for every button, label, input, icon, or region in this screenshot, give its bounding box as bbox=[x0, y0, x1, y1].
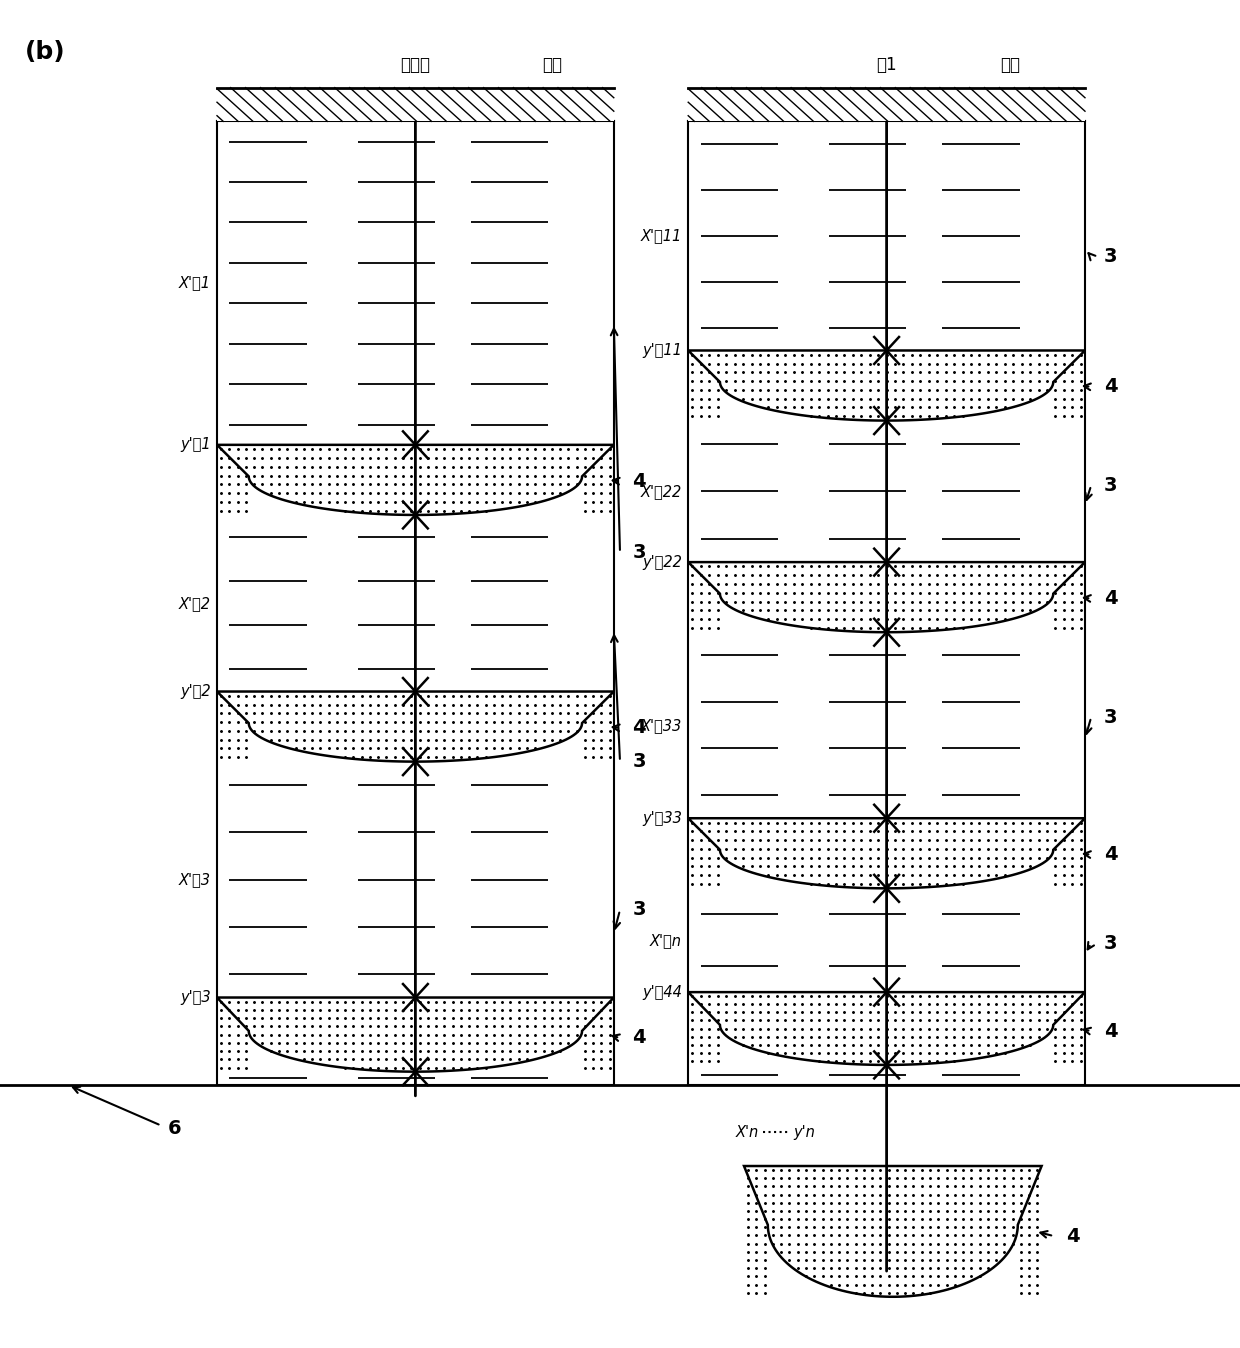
Text: y'碗22: y'碗22 bbox=[642, 554, 682, 570]
Text: 3: 3 bbox=[1104, 247, 1117, 266]
Text: 3: 3 bbox=[632, 543, 646, 562]
Text: 4: 4 bbox=[632, 718, 646, 737]
Polygon shape bbox=[217, 998, 614, 1072]
Text: 4: 4 bbox=[632, 472, 646, 491]
Text: 3: 3 bbox=[632, 752, 646, 771]
Text: X'波n: X'波n bbox=[650, 933, 682, 948]
Text: (b): (b) bbox=[25, 40, 66, 65]
Text: y'碗2: y'碗2 bbox=[180, 683, 211, 700]
Text: 标准井: 标准井 bbox=[401, 57, 430, 74]
Text: 3: 3 bbox=[1104, 934, 1117, 953]
Text: 4: 4 bbox=[1066, 1227, 1080, 1246]
Bar bbox=[217, 88, 614, 121]
Polygon shape bbox=[688, 350, 1085, 421]
Text: 4: 4 bbox=[1104, 1022, 1117, 1041]
Bar bbox=[688, 88, 1085, 121]
Text: 4: 4 bbox=[1104, 589, 1117, 608]
Text: X'波2: X'波2 bbox=[179, 596, 211, 611]
Text: X'波22: X'波22 bbox=[641, 484, 682, 499]
Text: X'n: X'n bbox=[735, 1124, 759, 1140]
Text: 6: 6 bbox=[167, 1119, 181, 1138]
Text: 3: 3 bbox=[1104, 476, 1117, 495]
Text: 4: 4 bbox=[1104, 845, 1117, 864]
Text: 地表: 地表 bbox=[1001, 57, 1021, 74]
Text: y'n: y'n bbox=[794, 1124, 816, 1140]
Text: y'碗1: y'碗1 bbox=[180, 437, 211, 453]
Polygon shape bbox=[688, 818, 1085, 888]
Polygon shape bbox=[217, 445, 614, 515]
Text: X'波33: X'波33 bbox=[641, 717, 682, 733]
Text: y'碗11: y'碗11 bbox=[642, 342, 682, 359]
Polygon shape bbox=[688, 992, 1085, 1065]
Text: y'碗44: y'碗44 bbox=[642, 984, 682, 1000]
Text: y'碗3: y'碗3 bbox=[180, 989, 211, 1006]
Text: 4: 4 bbox=[632, 1029, 646, 1047]
Polygon shape bbox=[688, 562, 1085, 632]
Text: 4: 4 bbox=[1104, 377, 1117, 396]
Polygon shape bbox=[217, 692, 614, 762]
Text: X'波11: X'波11 bbox=[641, 228, 682, 244]
Text: X'波3: X'波3 bbox=[179, 872, 211, 887]
Text: 井1: 井1 bbox=[877, 57, 897, 74]
Text: 3: 3 bbox=[1104, 708, 1117, 727]
Text: y'碗33: y'碗33 bbox=[642, 810, 682, 826]
Text: 地表: 地表 bbox=[542, 57, 562, 74]
Text: X'波1: X'波1 bbox=[179, 275, 211, 291]
Text: 3: 3 bbox=[632, 900, 646, 919]
Polygon shape bbox=[744, 1166, 1042, 1297]
